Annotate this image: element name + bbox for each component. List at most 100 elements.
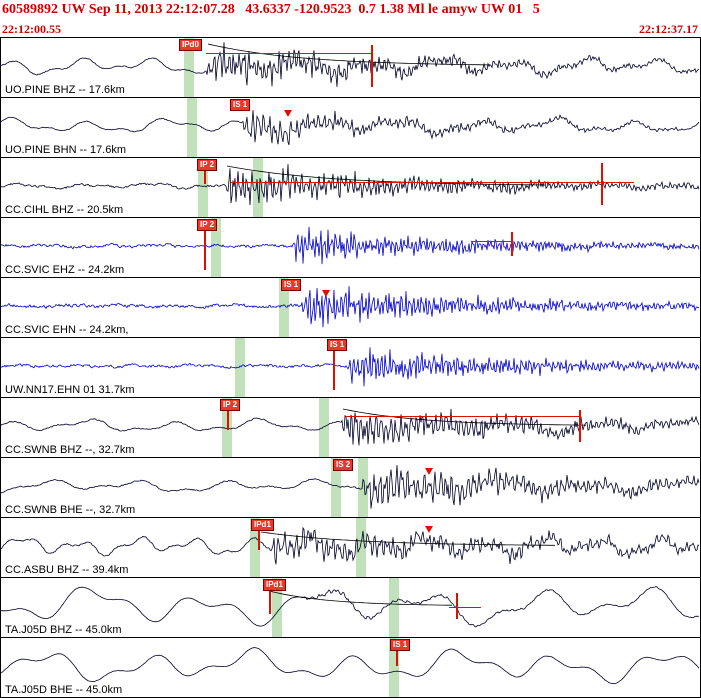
trace-label: TA.J05D BHZ -- 45.0km	[5, 624, 122, 636]
seismogram-trace	[1, 164, 700, 206]
s-pick-marker-icon[interactable]	[322, 290, 330, 297]
waveform[interactable]	[1, 278, 700, 337]
seismogram-trace	[1, 347, 700, 387]
coda-tick	[456, 593, 458, 619]
trace-row[interactable]: TA.J05D BHZ -- 45.0km IPd1	[1, 578, 700, 638]
decay-envelope-curve	[260, 531, 555, 546]
trace-label: TA.J05D BHE -- 45.0km	[5, 684, 123, 696]
trace-label: CC.SVIC EHZ -- 24.2km	[5, 264, 125, 276]
pick-window[interactable]	[319, 398, 329, 457]
trace-row[interactable]: UO.PINE BHZ -- 17.6km IPd0	[1, 38, 700, 98]
seismogram-trace	[1, 526, 700, 565]
seismogram-trace	[1, 226, 700, 265]
waveform[interactable]	[1, 398, 700, 457]
trace-row[interactable]: UO.PINE BHN -- 17.6km IS 1	[1, 98, 700, 158]
decay-envelope-curve	[268, 590, 452, 606]
trace-label: UO.PINE BHN -- 17.6km	[5, 144, 127, 156]
coda-tick	[579, 410, 581, 442]
trace-row[interactable]: CC.CIHL BHZ -- 20.5km IP 2	[1, 158, 700, 218]
pick-window[interactable]	[389, 578, 399, 637]
pick-flag[interactable]: IS 2	[333, 459, 354, 471]
pick-flag[interactable]: IPd0	[179, 39, 202, 51]
pick-flag[interactable]: IS 1	[281, 279, 302, 291]
pick-time-line	[258, 530, 260, 550]
trace-label: UO.PINE BHZ -- 17.6km	[5, 84, 125, 96]
waveform[interactable]	[1, 638, 700, 697]
trace-row[interactable]: CC.SVIC EHN -- 24.2km, IS 1	[1, 278, 700, 338]
decay-envelope-curve	[226, 165, 545, 186]
pick-window[interactable]	[389, 638, 399, 697]
pick-window[interactable]	[198, 158, 208, 217]
waveform[interactable]	[1, 518, 700, 577]
duration-line	[206, 53, 371, 54]
pick-window[interactable]	[187, 98, 197, 157]
seismogram-trace	[1, 286, 700, 328]
waveform[interactable]	[1, 458, 700, 517]
pick-flag[interactable]: IP 2	[197, 159, 218, 171]
pick-window[interactable]	[356, 518, 366, 577]
trace-label: CC.SWNB BHE --, 32.7km	[5, 504, 136, 516]
s-pick-marker-icon[interactable]	[284, 110, 292, 117]
pick-window[interactable]	[211, 218, 221, 277]
waveform[interactable]	[1, 338, 700, 397]
pick-time-line	[396, 650, 398, 666]
waveform[interactable]	[1, 38, 700, 97]
trace-row[interactable]: CC.SWNB BHE --, 32.7km IS 2	[1, 458, 700, 518]
trace-label: CC.ASBU BHZ -- 39.4km	[5, 564, 129, 576]
seismogram-trace	[1, 647, 700, 685]
duration-line	[471, 241, 513, 242]
waveform[interactable]	[1, 218, 700, 277]
trace-row[interactable]: CC.SWNB BHZ --, 32.7km IP 2	[1, 398, 700, 458]
decay-envelope-curve	[342, 408, 587, 426]
seismogram-trace	[1, 42, 700, 87]
pick-time-line	[204, 170, 206, 184]
pick-time-line	[333, 350, 335, 390]
s-pick-marker-icon[interactable]	[425, 526, 433, 533]
pick-window[interactable]	[253, 158, 263, 217]
event-header: 60589892 UW Sep 11, 2013 22:12:07.28 43.…	[2, 2, 540, 17]
pick-flag[interactable]: IP 2	[220, 399, 241, 411]
trace-area: UO.PINE BHZ -- 17.6km IPd0 UO.PINE BHN -…	[0, 37, 701, 698]
pick-window[interactable]	[331, 458, 341, 517]
pick-window[interactable]	[272, 578, 282, 637]
pick-time-line	[269, 590, 271, 614]
coda-tick	[371, 45, 373, 87]
duration-line	[231, 182, 634, 183]
pick-flag[interactable]: IS 1	[390, 639, 411, 651]
waveform[interactable]	[1, 98, 700, 157]
trace-label: CC.SVIC EHN -- 24.2km,	[5, 324, 129, 336]
seismogram-trace	[1, 408, 700, 446]
seismogram-trace	[1, 110, 700, 146]
pick-window[interactable]	[358, 458, 368, 517]
trace-label: CC.CIHL BHZ -- 20.5km	[5, 204, 124, 216]
seismogram-trace	[1, 465, 700, 509]
pick-flag[interactable]: IP 2	[197, 219, 218, 231]
window-end-time: 22:12:37.17	[639, 22, 698, 36]
pick-window[interactable]	[250, 518, 260, 577]
pick-flag[interactable]: IS 1	[230, 99, 251, 111]
s-pick-marker-icon[interactable]	[425, 468, 433, 475]
waveform[interactable]	[1, 578, 700, 637]
duration-line	[346, 416, 579, 417]
waveform[interactable]	[1, 158, 700, 217]
trace-row[interactable]: UW.NN17.EHN 01 31.7km IS 1	[1, 338, 700, 398]
trace-row[interactable]: TA.J05D BHE -- 45.0km IS 1	[1, 638, 700, 698]
trace-label: CC.SWNB BHZ --, 32.7km	[5, 444, 135, 456]
seismogram-trace	[1, 586, 700, 628]
trace-row[interactable]: CC.SVIC EHZ -- 24.2km IP 2	[1, 218, 700, 278]
pick-flag[interactable]: IS 1	[327, 339, 348, 351]
pick-flag[interactable]: IPd1	[251, 519, 274, 531]
pick-time-line	[227, 410, 229, 430]
pick-window[interactable]	[184, 38, 194, 97]
coda-tick	[601, 163, 603, 205]
pick-window[interactable]	[279, 278, 289, 337]
trace-label: UW.NN17.EHN 01 31.7km	[5, 384, 135, 396]
decay-envelope-curve	[207, 43, 490, 66]
trace-row[interactable]: CC.ASBU BHZ -- 39.4km IPd1	[1, 518, 700, 578]
pick-window[interactable]	[235, 338, 245, 397]
pick-flag[interactable]: IPd1	[263, 579, 286, 591]
duration-line	[449, 607, 481, 608]
pick-time-line	[204, 230, 206, 270]
coda-tick	[511, 232, 513, 256]
